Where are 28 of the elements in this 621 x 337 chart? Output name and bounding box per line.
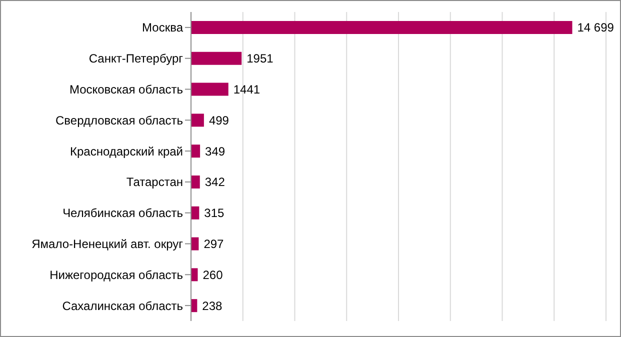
y-tick-label: Московская область: [69, 82, 183, 97]
y-tick-label: Санкт-Петербург: [88, 52, 184, 66]
data-label: 349: [205, 144, 226, 158]
bar: [191, 176, 200, 188]
y-tick-label: Москва: [142, 20, 184, 35]
bar: [191, 114, 204, 127]
y-tick-label: Ямало-Ненецкий авт. округ: [32, 237, 184, 252]
y-tick-label: Сахалинская область: [62, 298, 183, 313]
bar: [191, 206, 200, 220]
data-label: 1441: [233, 82, 260, 96]
bar: [191, 52, 242, 65]
y-tick-label: Свердловская область: [56, 113, 183, 128]
y-tick-label: Татарстан: [126, 175, 183, 190]
data-label: 342: [204, 175, 226, 190]
data-label: 499: [208, 113, 230, 128]
data-label: 315: [204, 206, 225, 220]
data-label: 14 699: [577, 20, 614, 35]
data-label: 297: [204, 237, 224, 251]
bar: [191, 237, 199, 250]
data-label: 1951: [246, 52, 274, 66]
bar: [191, 144, 200, 158]
y-tick-label: Челябинская область: [62, 206, 183, 220]
y-tick-label: Нижегородская область: [50, 268, 183, 282]
bar: [191, 21, 572, 34]
bar: [191, 82, 228, 96]
data-label: 238: [202, 298, 223, 313]
y-tick-label: Краснодарский край: [70, 144, 183, 158]
data-label: 260: [202, 268, 224, 282]
